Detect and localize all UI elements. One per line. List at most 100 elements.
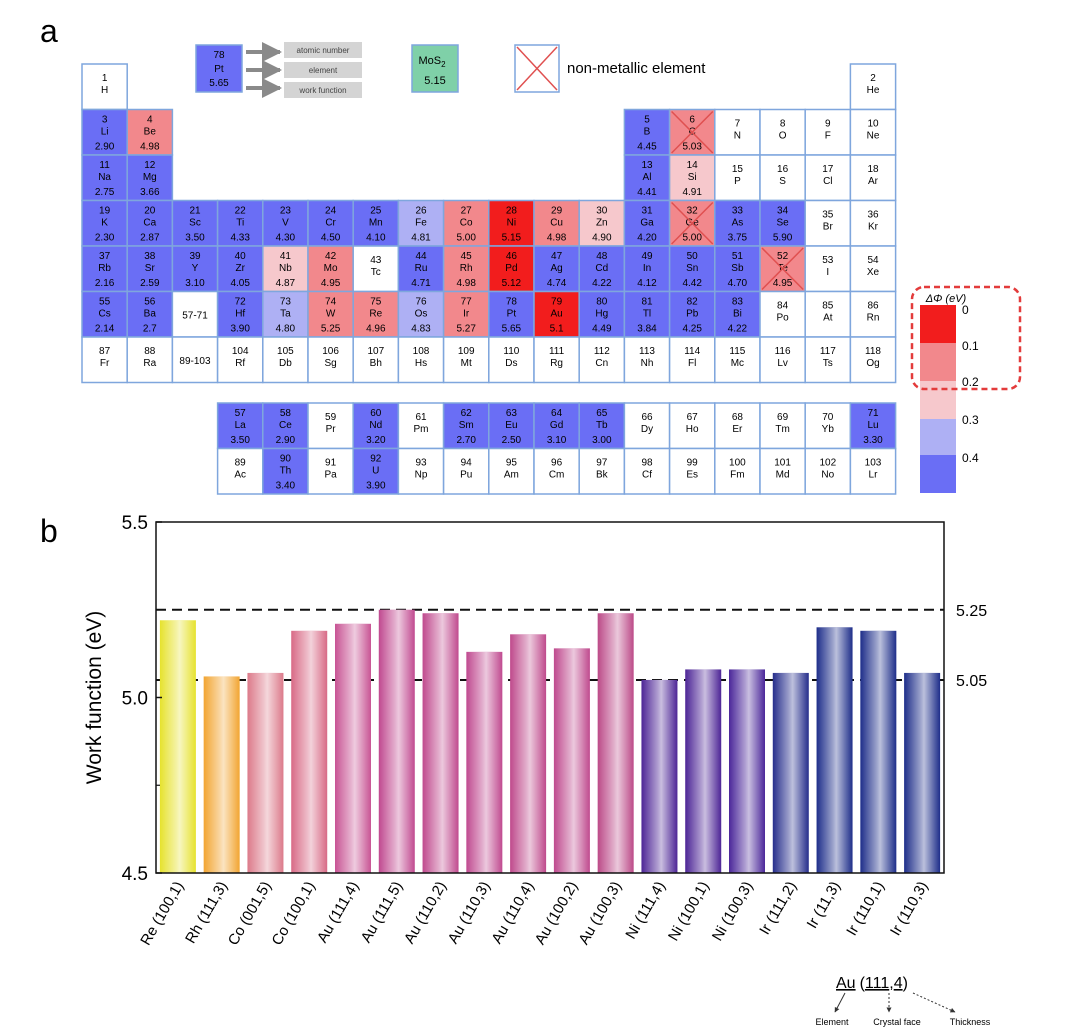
element-symbol: Lv bbox=[777, 358, 788, 369]
x-tick-label-7: Au (110,3) bbox=[445, 879, 494, 947]
element-work-function: 4.20 bbox=[637, 233, 657, 244]
element-number: 54 bbox=[867, 255, 879, 266]
element-number: 107 bbox=[367, 346, 384, 357]
element-work-function: 3.90 bbox=[366, 481, 386, 492]
element-number: 62 bbox=[461, 408, 473, 419]
element-number: 1 bbox=[102, 73, 108, 84]
element-number: 2 bbox=[870, 73, 876, 84]
element-number: 49 bbox=[641, 251, 653, 262]
element-number: 57 bbox=[235, 408, 247, 419]
element-number: 14 bbox=[687, 160, 699, 171]
bar-shine-5 bbox=[378, 609, 415, 873]
element-symbol: Es bbox=[686, 470, 698, 481]
element-work-function: 5.25 bbox=[321, 324, 341, 335]
element-number: 18 bbox=[867, 164, 879, 175]
element-number: 64 bbox=[551, 408, 563, 419]
element-number: 118 bbox=[865, 346, 881, 357]
naming-key-example: Au (111,4) bbox=[836, 975, 908, 992]
element-symbol: Bk bbox=[596, 470, 609, 481]
element-symbol: Hf bbox=[235, 309, 245, 320]
element-symbol: Li bbox=[101, 127, 109, 138]
element-work-function: 2.14 bbox=[95, 324, 115, 335]
key-label-element: element bbox=[309, 66, 338, 75]
key-arrows bbox=[246, 42, 282, 98]
element-symbol: Se bbox=[776, 218, 789, 229]
element-symbol: Fl bbox=[688, 358, 696, 369]
element-work-function: 4.95 bbox=[321, 278, 341, 289]
element-number: 6 bbox=[689, 115, 695, 126]
periodic-table: 1H2He3Li2.904Be4.985B4.456C5.037N8O9F10N… bbox=[81, 63, 897, 495]
x-tick-label-10: Au (100,3) bbox=[575, 879, 625, 948]
element-work-function: 3.66 bbox=[140, 187, 160, 198]
element-number: 73 bbox=[280, 297, 292, 308]
element-work-function: 2.16 bbox=[95, 278, 115, 289]
element-cell-S: 16S bbox=[759, 154, 806, 202]
element-symbol: Er bbox=[732, 424, 743, 435]
element-symbol: Nd bbox=[369, 420, 382, 431]
element-symbol: As bbox=[732, 218, 744, 229]
element-number: 68 bbox=[732, 412, 744, 423]
x-tick-label-11: Ni (111,4) bbox=[622, 879, 669, 943]
element-symbol: Fr bbox=[100, 358, 110, 369]
element-cell-C: 6C5.03 bbox=[668, 108, 716, 156]
element-work-function: 5.90 bbox=[773, 233, 793, 244]
element-symbol: Cm bbox=[549, 470, 565, 481]
x-tick-label-14: Ir (111,2) bbox=[756, 879, 800, 938]
key-label-work-function: work function bbox=[298, 86, 346, 95]
element-cell-Li: 3Li 2.90 bbox=[81, 108, 128, 156]
element-symbol: Re bbox=[369, 309, 382, 320]
element-cell-B: 5B 4.45 bbox=[623, 108, 671, 156]
element-symbol: Zn bbox=[596, 218, 608, 229]
element-symbol: B bbox=[644, 127, 651, 138]
element-number: 75 bbox=[370, 297, 382, 308]
element-number: 23 bbox=[280, 206, 292, 217]
element-symbol: Ne bbox=[867, 131, 880, 142]
element-symbol: Zr bbox=[235, 263, 245, 274]
element-symbol: Am bbox=[504, 470, 519, 481]
element-symbol: Cl bbox=[823, 176, 832, 187]
element-number: 53 bbox=[822, 255, 834, 266]
element-number: 76 bbox=[415, 297, 427, 308]
element-number: 21 bbox=[189, 206, 201, 217]
element-number: 7 bbox=[735, 119, 741, 130]
element-cell-P: 15P bbox=[714, 154, 761, 202]
element-symbol: Ar bbox=[868, 176, 879, 187]
element-symbol: Dy bbox=[641, 424, 653, 435]
nonmetal-cross bbox=[671, 110, 714, 154]
element-number: 41 bbox=[280, 251, 292, 262]
element-work-function: 3.50 bbox=[230, 435, 250, 446]
colorbar-highlight bbox=[910, 285, 1022, 391]
element-number: 69 bbox=[777, 412, 789, 423]
element-work-function: 2.30 bbox=[95, 233, 115, 244]
element-work-function: 4.90 bbox=[592, 233, 612, 244]
element-symbol: Mn bbox=[369, 218, 383, 229]
key-atomic-number: 78 bbox=[213, 50, 225, 61]
element-range: 57-71 bbox=[182, 310, 208, 321]
element-number: 31 bbox=[641, 206, 653, 217]
nonmetal-cross bbox=[671, 201, 714, 245]
element-symbol: Y bbox=[192, 263, 199, 274]
element-number: 8 bbox=[780, 119, 786, 130]
element-symbol: Hs bbox=[415, 358, 427, 369]
element-symbol: Po bbox=[776, 313, 789, 324]
element-work-function: 4.95 bbox=[773, 278, 793, 289]
element-number: 44 bbox=[415, 251, 427, 262]
key-element-symbol: Pt bbox=[214, 64, 224, 75]
element-work-function: 5.1 bbox=[550, 324, 564, 335]
element-work-function: 4.45 bbox=[637, 142, 657, 153]
element-number: 79 bbox=[551, 297, 563, 308]
